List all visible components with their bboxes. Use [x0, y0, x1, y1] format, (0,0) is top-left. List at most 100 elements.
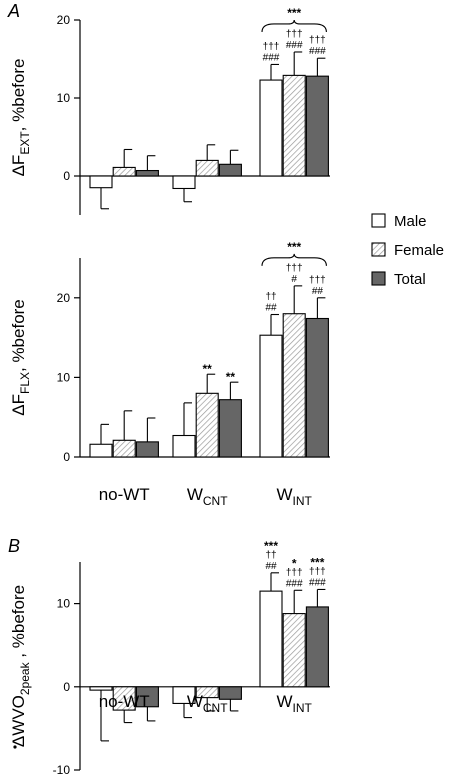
bar-female — [195, 686, 219, 699]
bar-female — [282, 74, 306, 177]
significance-bracket — [261, 253, 327, 266]
category-main: W — [277, 692, 293, 711]
bar-total — [135, 169, 159, 177]
y-label-dot — [13, 745, 17, 749]
significance-mark: ## — [265, 303, 277, 314]
significance-mark: ††† — [309, 566, 326, 577]
significance-mark: ** — [203, 362, 213, 376]
y-tick-label: 10 — [57, 597, 71, 611]
category-main: W — [187, 485, 203, 504]
legend-swatch-female — [371, 242, 386, 257]
legend-swatch-total — [371, 271, 386, 286]
bar-total — [218, 163, 242, 177]
y-label-tail: , %before — [9, 299, 28, 372]
significance-mark: ††† — [309, 275, 326, 286]
bracket-label: *** — [287, 240, 301, 254]
panel-letter: A — [7, 1, 20, 21]
significance-mark: ### — [286, 578, 303, 589]
significance-mark: *** — [310, 555, 324, 569]
bar-female — [112, 439, 136, 458]
bar-male — [172, 434, 196, 458]
y-tick-label: 10 — [57, 370, 71, 384]
significance-mark: ††† — [286, 29, 303, 40]
significance-mark: # — [291, 274, 297, 285]
significance-mark: ### — [309, 46, 326, 57]
significance-mark: †† — [265, 550, 276, 561]
x-category-label: no-WT — [99, 485, 150, 504]
y-tick-label: 10 — [57, 91, 71, 105]
bracket-label: *** — [287, 6, 301, 20]
category-main: W — [277, 485, 293, 504]
y-tick-label: 0 — [63, 680, 70, 694]
significance-mark: ## — [312, 286, 324, 297]
bar-total — [305, 75, 329, 177]
y-label-subscript: EXT — [18, 131, 32, 155]
significance-mark: ** — [226, 370, 236, 384]
category-subscript: INT — [293, 701, 313, 715]
bar-female — [195, 392, 219, 458]
y-label-main: ΔF — [9, 155, 28, 177]
bar-total — [218, 399, 242, 458]
legend-label: Total — [394, 271, 426, 288]
significance-mark: * — [292, 556, 297, 570]
significance-bracket — [261, 19, 327, 33]
category-subscript: CNT — [203, 494, 228, 508]
y-tick-label: 20 — [57, 13, 71, 27]
y-axis-label: ΔWVO2peak , %before — [9, 585, 32, 747]
legend-label: Female — [394, 242, 444, 259]
y-tick-label: 20 — [57, 291, 71, 305]
y-tick-label: 0 — [63, 169, 70, 183]
significance-mark: ††† — [286, 263, 303, 274]
y-label-subscript: FLX — [18, 372, 32, 394]
category-subscript: CNT — [203, 701, 228, 715]
x-category-label: WINT — [277, 485, 313, 508]
bar-female — [282, 613, 306, 688]
y-label-main: ΔWVO — [9, 695, 28, 747]
category-subscript: INT — [293, 494, 313, 508]
y-label-main: ΔF — [9, 394, 28, 416]
y-label-subscript: 2peak — [18, 661, 32, 695]
significance-mark: ### — [286, 40, 303, 51]
bar-total — [135, 441, 159, 458]
bar-total — [305, 317, 329, 458]
significance-mark: ### — [263, 52, 280, 63]
bar-total — [218, 686, 242, 700]
significance-mark: ††† — [263, 41, 280, 52]
y-tick-label: 0 — [63, 450, 70, 464]
y-label-tail: , %before — [9, 585, 28, 663]
bar-male — [259, 79, 283, 177]
x-category-label: WCNT — [187, 692, 228, 715]
bar-male — [259, 590, 283, 688]
significance-mark: ### — [309, 577, 326, 588]
significance-mark: *** — [264, 539, 278, 553]
legend: Male Female Total — [371, 213, 444, 288]
bar-male — [172, 175, 196, 190]
y-axis-label: ΔFEXT, %before — [9, 59, 32, 177]
category-main: no-WT — [99, 485, 150, 504]
panel-letter: B — [8, 536, 20, 556]
bar-male — [89, 443, 113, 458]
bar-female — [282, 313, 306, 458]
x-category-label: no-WT — [99, 692, 150, 711]
significance-mark: ††† — [309, 35, 326, 46]
x-category-label: WCNT — [187, 485, 228, 508]
significance-mark: †† — [265, 292, 276, 303]
bar-male — [259, 334, 283, 458]
bar-female — [112, 166, 136, 177]
y-label-tail: , %before — [9, 59, 28, 132]
y-tick-label: -10 — [53, 763, 71, 777]
significance-mark: ††† — [286, 567, 303, 578]
legend-swatch-male — [371, 213, 386, 228]
category-main: no-WT — [99, 692, 150, 711]
category-main: W — [187, 692, 203, 711]
legend-label: Male — [394, 213, 427, 230]
bar-female — [195, 159, 219, 177]
significance-mark: ## — [265, 561, 277, 572]
y-axis-label: ΔFFLX, %before — [9, 299, 32, 416]
bar-male — [89, 175, 113, 189]
